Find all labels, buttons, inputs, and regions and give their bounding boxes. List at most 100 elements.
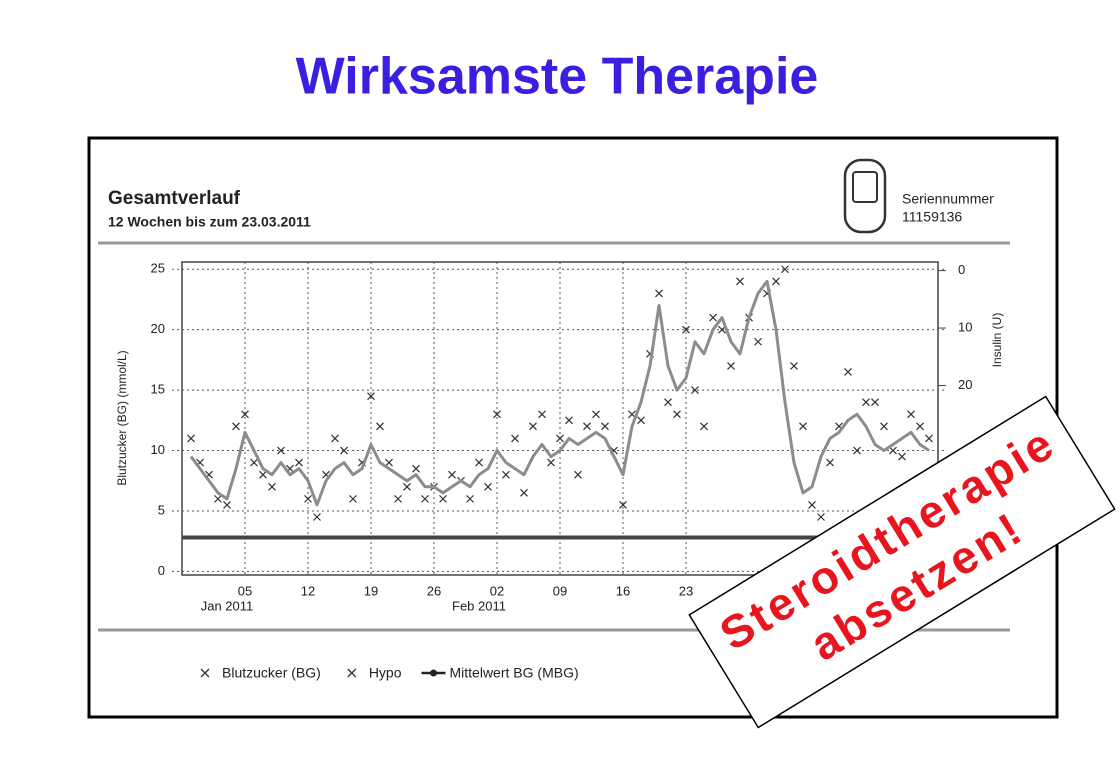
chart-title: Gesamtverlauf (108, 188, 241, 209)
bg-point (925, 434, 933, 443)
y2-tick-label: 20 (958, 377, 972, 392)
bg-point (682, 325, 690, 334)
month-label: Jan 2011 (201, 598, 254, 613)
bg-point (574, 470, 582, 479)
bg-point (907, 410, 915, 419)
bg-point (880, 422, 888, 431)
bg-point (799, 422, 807, 431)
bg-point (826, 458, 834, 467)
bg-point (277, 446, 285, 455)
bg-point (673, 410, 681, 419)
bg-point (187, 434, 195, 443)
x-tick-label: 19 (364, 583, 378, 598)
bg-point (808, 500, 816, 509)
bg-point (295, 458, 303, 467)
bg-point (601, 422, 609, 431)
bg-point (898, 452, 906, 461)
legend-marker (430, 669, 437, 677)
bg-point (304, 494, 312, 503)
bg-point (790, 362, 798, 370)
bg-point (727, 362, 735, 370)
bg-point (421, 494, 429, 503)
bg-point (340, 446, 348, 455)
bg-point (844, 368, 852, 376)
bg-point (466, 494, 474, 503)
bg-point (475, 458, 483, 467)
x-tick-label: 23 (679, 583, 693, 598)
x-tick-label: 09 (553, 583, 567, 598)
bg-point (376, 422, 384, 431)
bg-point (736, 277, 744, 286)
bg-point (214, 494, 222, 503)
bg-point (637, 416, 645, 425)
y-tick-label: 25 (151, 261, 165, 276)
legend-label: Hypo (369, 665, 402, 681)
legend-label: Blutzucker (BG) (222, 665, 321, 681)
bg-point (691, 386, 699, 395)
legend-label: Mittelwert BG (MBG) (450, 665, 579, 681)
x-tick-label: 16 (616, 583, 630, 598)
x-tick-label: 12 (301, 583, 315, 598)
legend-marker (347, 668, 357, 678)
x-tick-label: 26 (427, 583, 441, 598)
bg-point (853, 446, 861, 455)
mean-line (189, 279, 930, 507)
month-label: Feb 2011 (452, 598, 506, 613)
bg-point (781, 265, 789, 274)
y2-axis-label: Insulin (U) (990, 313, 1004, 368)
bg-point (385, 458, 393, 467)
bg-point (331, 434, 339, 443)
bg-point (349, 494, 357, 503)
bg-point (232, 422, 240, 431)
bg-point (502, 470, 510, 479)
bg-point (520, 488, 528, 497)
bg-point (412, 464, 420, 473)
bg-point (241, 410, 249, 419)
bg-point (268, 482, 276, 491)
legend-marker (200, 668, 210, 678)
stamp-box (688, 395, 1116, 729)
bg-point (250, 458, 258, 467)
y2-tick-label: 10 (958, 319, 972, 334)
y-axis-label: Blutzucker (BG) (mmol/L) (115, 350, 129, 485)
y-tick-label: 15 (151, 382, 165, 397)
bg-point (592, 410, 600, 419)
bg-point (484, 482, 492, 491)
chart-subtitle: 12 Wochen bis zum 23.03.2011 (108, 214, 311, 230)
bg-point (556, 434, 564, 443)
x-tick-label: 05 (238, 583, 252, 598)
bg-point (583, 422, 591, 431)
bg-point (448, 470, 456, 479)
bg-point (565, 416, 573, 425)
bg-point (619, 500, 627, 509)
y2-tick-label: 0 (958, 262, 965, 277)
bg-point (700, 422, 708, 431)
bg-point (493, 410, 501, 419)
bg-point (754, 337, 762, 346)
bg-point (871, 398, 879, 407)
bg-point (511, 434, 519, 443)
bg-point (862, 398, 870, 407)
bg-point (709, 313, 717, 322)
bg-point (655, 289, 663, 298)
bg-point (403, 482, 411, 491)
slide-title: Wirksamste Therapie (296, 48, 819, 106)
bg-point (772, 277, 780, 286)
bg-point (664, 398, 672, 407)
bg-point (538, 410, 546, 419)
bg-point (259, 470, 267, 479)
y-tick-label: 20 (151, 321, 165, 336)
bg-point (817, 513, 825, 521)
device-screen (852, 171, 878, 203)
bg-point (439, 494, 447, 503)
y-tick-label: 10 (151, 442, 165, 457)
device-label: Seriennummer (902, 191, 994, 207)
bg-point (367, 392, 375, 401)
bg-point (313, 513, 321, 521)
x-tick-label: 02 (490, 583, 504, 598)
y-tick-label: 0 (158, 563, 165, 578)
bg-point (529, 422, 537, 431)
bg-point (394, 494, 402, 503)
